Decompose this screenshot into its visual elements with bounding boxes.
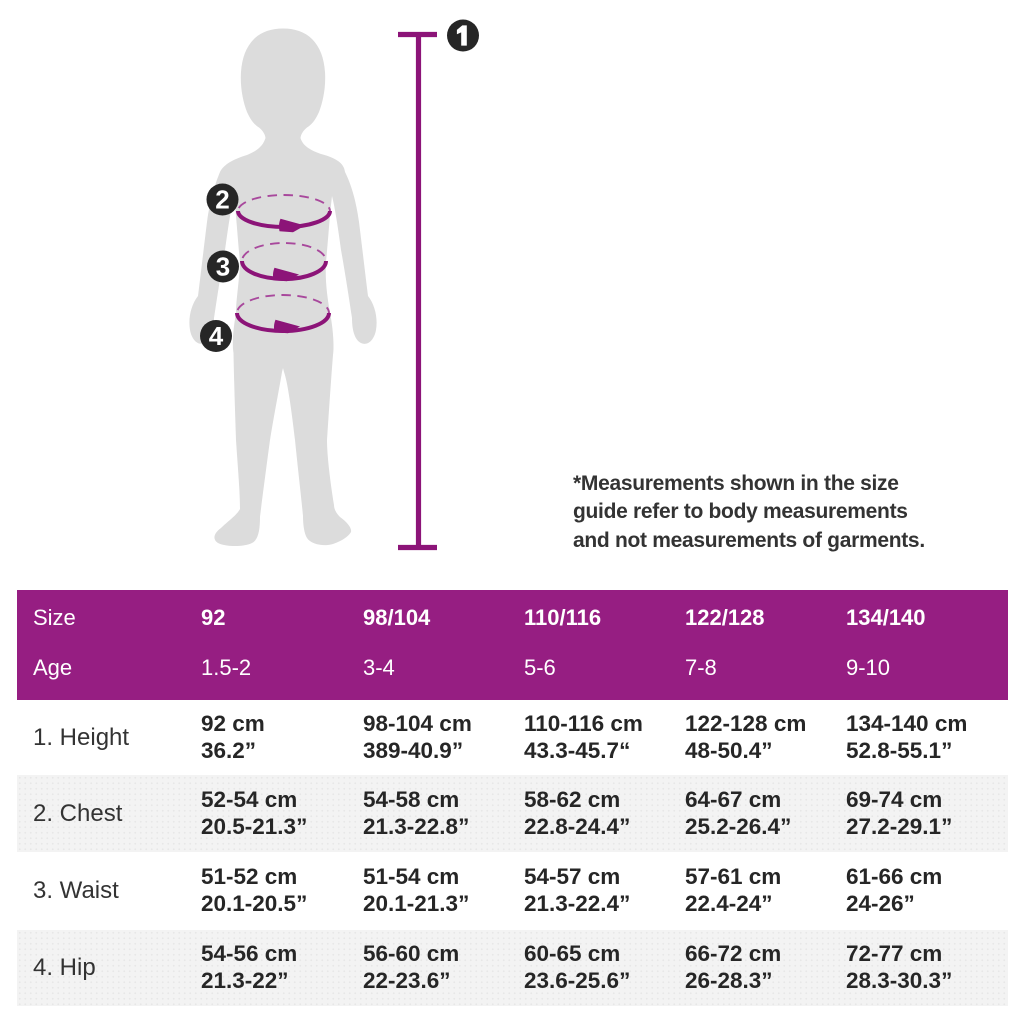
- svg-text:2: 2: [215, 185, 229, 215]
- svg-text:3: 3: [216, 252, 230, 282]
- svg-text:4: 4: [209, 321, 224, 351]
